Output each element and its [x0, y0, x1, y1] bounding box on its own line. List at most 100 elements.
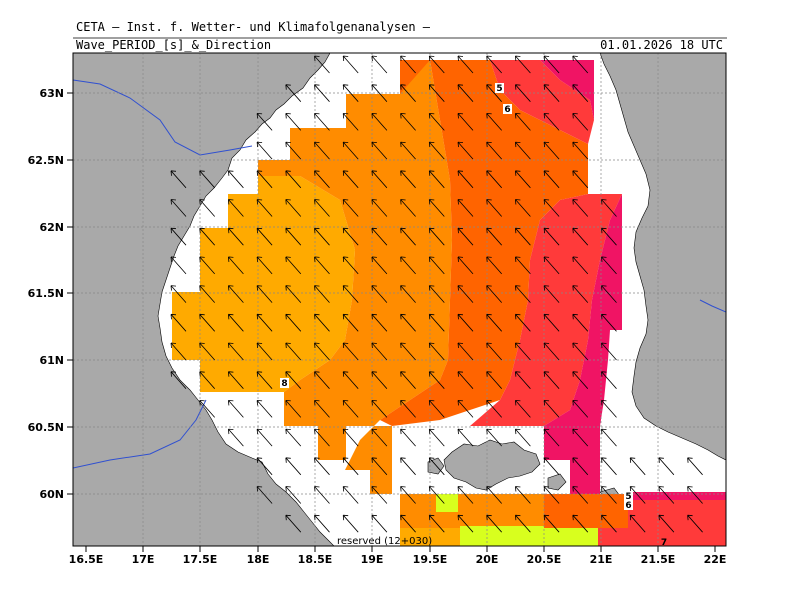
direction-arrow — [371, 227, 388, 246]
direction-arrow — [486, 285, 502, 303]
direction-arrow — [601, 514, 617, 533]
direction-arrow — [256, 141, 273, 160]
direction-arrow — [314, 342, 330, 361]
direction-arrow — [342, 84, 359, 102]
lat-label: 61.5N — [28, 287, 64, 300]
direction-arrow — [314, 170, 330, 189]
direction-arrow — [400, 113, 416, 131]
direction-arrow — [342, 285, 359, 303]
direction-arrow — [457, 400, 474, 418]
direction-arrow — [285, 170, 302, 189]
direction-arrow — [314, 285, 330, 303]
lon-label: 16.5E — [69, 553, 104, 566]
finland-land — [599, 53, 726, 461]
graticule — [73, 53, 726, 546]
direction-arrow — [371, 514, 388, 533]
direction-arrow — [515, 227, 531, 246]
direction-arrow — [314, 199, 330, 217]
direction-arrow — [428, 113, 445, 131]
direction-arrow — [601, 457, 617, 476]
direction-arrow — [543, 514, 560, 533]
direction-arrow — [457, 342, 474, 361]
direction-arrow — [515, 84, 531, 102]
direction-arrow — [457, 113, 474, 131]
direction-arrow — [371, 285, 388, 303]
direction-arrow — [601, 313, 617, 332]
direction-arrow — [543, 141, 560, 160]
direction-arrow — [457, 256, 474, 275]
direction-arrow — [256, 342, 273, 361]
direction-arrow — [572, 256, 589, 275]
direction-arrow — [572, 371, 589, 389]
direction-arrow — [572, 400, 589, 418]
direction-arrow — [572, 227, 589, 246]
direction-arrow — [342, 256, 359, 275]
direction-arrow — [601, 342, 617, 361]
direction-arrow — [515, 256, 531, 275]
direction-arrow — [486, 313, 502, 332]
direction-arrow — [371, 342, 388, 361]
direction-arrow — [400, 285, 416, 303]
direction-arrow — [601, 486, 617, 504]
lon-label: 20.5E — [527, 553, 562, 566]
direction-arrow — [658, 457, 675, 476]
direction-arrow — [486, 84, 502, 102]
direction-arrow — [572, 457, 589, 476]
direction-arrow — [572, 486, 589, 504]
island-small-2 — [547, 473, 567, 491]
direction-arrow — [256, 285, 273, 303]
direction-arrow — [371, 486, 388, 504]
direction-arrow — [629, 514, 646, 533]
direction-arrow — [400, 371, 416, 389]
direction-arrow — [228, 170, 244, 189]
direction-arrow — [371, 55, 388, 74]
direction-arrow — [486, 342, 502, 361]
aland-islands — [443, 439, 541, 491]
direction-arrow — [199, 285, 215, 303]
direction-arrow — [285, 514, 302, 533]
direction-arrow — [314, 400, 330, 418]
direction-arrow — [342, 514, 359, 533]
direction-arrow — [342, 227, 359, 246]
direction-arrow — [285, 457, 302, 476]
direction-arrow — [285, 227, 302, 246]
direction-arrow — [572, 170, 589, 189]
direction-arrow — [457, 227, 474, 246]
direction-arrow — [400, 199, 416, 217]
direction-arrow — [400, 486, 416, 504]
direction-arrow — [486, 486, 502, 504]
lat-label: 60.5N — [28, 421, 64, 434]
direction-arrow — [228, 199, 244, 217]
lon-label: 20E — [476, 553, 499, 566]
contour-label: 7 — [661, 538, 667, 548]
direction-arrow — [543, 285, 560, 303]
lon-label: 17E — [132, 553, 155, 566]
direction-arrow — [314, 227, 330, 246]
direction-arrow — [228, 285, 244, 303]
direction-arrow — [199, 227, 215, 246]
direction-arrow — [285, 313, 302, 332]
direction-arrow — [314, 55, 330, 74]
direction-arrow — [486, 428, 502, 447]
direction-arrow — [543, 400, 560, 418]
lon-label: 22E — [704, 553, 727, 566]
direction-arrow — [285, 428, 302, 447]
direction-arrow — [543, 486, 560, 504]
direction-arrow — [457, 84, 474, 102]
direction-arrow — [486, 514, 502, 533]
direction-arrow — [170, 199, 187, 217]
lat-label: 61N — [39, 354, 64, 367]
direction-arrow — [428, 400, 445, 418]
direction-arrow — [400, 342, 416, 361]
direction-arrow — [285, 342, 302, 361]
institution-title: CETA — Inst. f. Wetter- und Klimafolgena… — [76, 20, 431, 34]
direction-arrow — [543, 84, 560, 102]
direction-arrow — [256, 199, 273, 217]
direction-arrow — [400, 141, 416, 160]
direction-arrow — [428, 199, 445, 217]
direction-arrow — [543, 256, 560, 275]
lon-label: 21E — [590, 553, 613, 566]
direction-arrow — [572, 313, 589, 332]
direction-arrow — [543, 428, 560, 447]
direction-arrow — [371, 371, 388, 389]
